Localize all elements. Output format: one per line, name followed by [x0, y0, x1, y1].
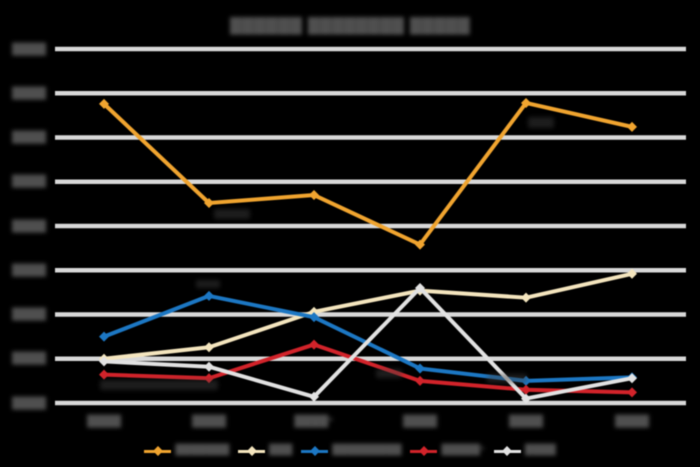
data-point-marker [204, 290, 214, 301]
y-tick-label: ████ [12, 86, 46, 100]
y-tick-label: ████ [12, 308, 46, 321]
data-point-marker [521, 375, 531, 386]
chart-title: ██████ ████████ █████ [229, 17, 471, 35]
legend-item-5: ████ [493, 445, 556, 456]
legend-label: ███ [269, 445, 293, 456]
data-point-marker [627, 121, 637, 132]
series-line-5 [102, 285, 634, 401]
data-point-marker [204, 197, 214, 208]
data-point-marker [627, 373, 637, 384]
data-point-marker [309, 190, 319, 201]
legend-diamond-icon [502, 446, 513, 456]
y-tick-label: ████ [12, 42, 46, 56]
legend-diamond-icon [246, 446, 257, 456]
legend-marker-icon [238, 446, 266, 456]
legend-diamond-icon [419, 446, 429, 456]
data-point-marker [521, 384, 531, 395]
data-point-marker [99, 98, 109, 109]
data-point-marker [99, 331, 109, 342]
faint-data-label-blob [376, 369, 402, 378]
series-line-4 [102, 342, 634, 395]
data-point-marker [521, 97, 531, 108]
legend-item-1: ███████ [144, 446, 229, 456]
x-tick-label: ████ [615, 415, 649, 428]
legend-label: ███████ [175, 445, 230, 456]
series-line-3 [102, 293, 634, 383]
faint-data-label-blob [528, 117, 554, 128]
data-point-marker [99, 369, 109, 380]
series-line-1 [102, 100, 634, 247]
faint-data-label-blob [196, 280, 220, 288]
data-point-marker [627, 268, 637, 279]
data-point-marker [99, 356, 109, 367]
data-point-marker [521, 393, 531, 404]
data-point-marker [521, 292, 531, 303]
x-tick-label: ████ [192, 415, 226, 428]
legend-marker-icon [301, 446, 329, 456]
y-tick-label: ████ [12, 352, 46, 366]
x-tick-label: ████ [509, 415, 543, 428]
legend-diamond-icon [152, 446, 163, 456]
x-tick-label: ████* [294, 415, 334, 428]
legend-label: █████* [441, 445, 485, 456]
legend-item-2: ███ [238, 446, 292, 456]
data-point-marker [309, 312, 319, 323]
legend-marker-icon [493, 446, 521, 456]
x-tick-label: ████ [403, 415, 437, 428]
faint-data-label-blob [100, 380, 218, 390]
data-point-marker [204, 361, 214, 372]
x-tick-label: ████ [87, 415, 121, 428]
legend-marker-icon [144, 446, 172, 456]
series-line-2 [102, 271, 634, 361]
data-point-marker [204, 373, 214, 384]
data-point-marker [627, 387, 637, 398]
data-point-marker [415, 363, 425, 374]
data-point-marker [415, 375, 425, 386]
legend-label: ████ [524, 445, 556, 456]
data-point-marker [204, 342, 214, 353]
legend-label: █████████ [332, 445, 402, 456]
chart-legend: ███████ ███ █████████ █████* ████ [0, 443, 700, 459]
data-point-marker [309, 391, 319, 402]
y-tick-label: ████ [12, 396, 46, 410]
legend-item-3: █████████ [301, 446, 401, 456]
y-tick-label: ████ [12, 175, 46, 189]
data-point-marker [309, 339, 319, 350]
legend-marker-icon [410, 446, 438, 456]
data-point-marker [415, 282, 425, 293]
y-tick-label: ████ [12, 219, 46, 233]
data-point-marker [309, 306, 319, 317]
legend-item-4: █████* [410, 445, 485, 456]
faint-data-label-blob [214, 209, 250, 219]
y-tick-label: ████ [12, 131, 46, 144]
y-tick-label: ████ [12, 263, 46, 277]
legend-diamond-icon [309, 446, 320, 456]
faint-data-label-blob [487, 374, 527, 383]
data-point-marker [415, 239, 425, 250]
